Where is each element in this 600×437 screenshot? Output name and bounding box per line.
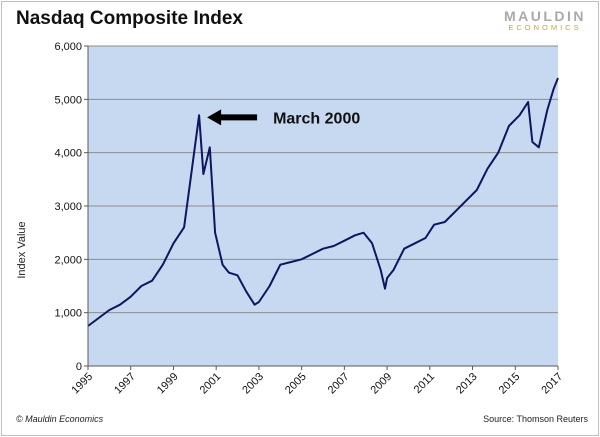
x-tick-label: 2009 [369,371,395,397]
source-note: Source: Thomson Reuters [483,414,588,424]
x-tick-label: 2005 [283,371,309,397]
x-tick-label: 2017 [539,371,565,397]
y-tick-label: 5,000 [54,94,82,106]
y-tick-label: 6,000 [54,41,82,53]
chart-title: Nasdaq Composite Index [16,8,243,29]
y-tick-label: 1,000 [54,308,82,320]
x-tick-label: 2001 [198,371,224,397]
y-tick-label: 0 [76,361,82,373]
logo-line-2: ECONOMICS [508,23,582,32]
index-series-line [87,77,559,327]
mauldin-logo: MAULDIN ECONOMICS [504,8,586,32]
logo-line-1: MAULDIN [503,8,586,24]
x-tick-label: 2011 [412,371,437,396]
x-tick-label: 2007 [326,371,352,397]
annotations: March 2000 [207,109,360,127]
x-tick-label: 2015 [497,371,523,397]
x-tick-label: 1997 [112,371,138,397]
y-tick-label: 4,000 [54,148,82,160]
y-tick-label: 2,000 [54,254,82,266]
y-axis-label: Index Value [16,221,28,279]
annotation-label: March 2000 [273,110,360,127]
copyright-note: © Mauldin Economics [16,414,104,424]
x-tick-label: 1995 [69,371,95,397]
annotation-arrow-head [207,109,222,126]
x-tick-label: 1999 [155,371,181,397]
gridlines [88,45,558,314]
x-tick-label: 2003 [240,371,266,397]
y-tick-label: 3,000 [54,201,82,213]
x-tick-label: 2013 [454,371,480,397]
